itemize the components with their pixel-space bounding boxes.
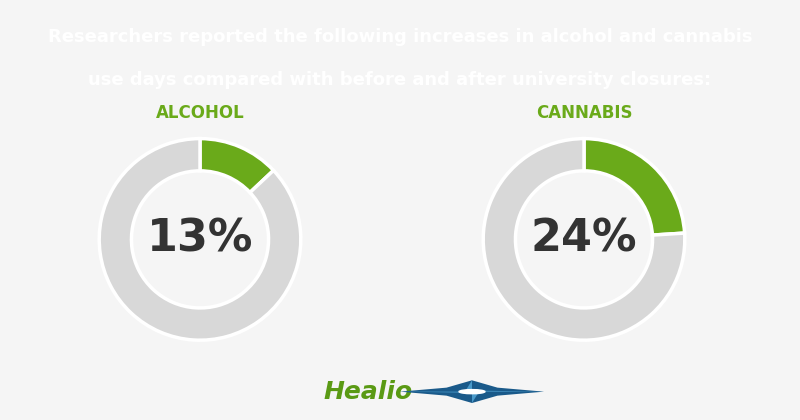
Circle shape: [459, 390, 485, 394]
Polygon shape: [472, 391, 478, 403]
Text: 13%: 13%: [147, 218, 253, 261]
Wedge shape: [200, 139, 274, 192]
Text: use days compared with before and after university closures:: use days compared with before and after …: [89, 71, 711, 89]
Text: ALCOHOL: ALCOHOL: [156, 105, 244, 122]
Polygon shape: [466, 381, 472, 391]
Polygon shape: [400, 391, 472, 393]
Text: 24%: 24%: [530, 218, 638, 261]
Text: Researchers reported the following increases in alcohol and cannabis: Researchers reported the following incre…: [48, 29, 752, 47]
Polygon shape: [400, 381, 544, 403]
Text: Healio: Healio: [323, 380, 413, 404]
Wedge shape: [483, 139, 685, 340]
Text: CANNABIS: CANNABIS: [536, 105, 632, 122]
Wedge shape: [584, 139, 685, 235]
Wedge shape: [99, 139, 301, 340]
